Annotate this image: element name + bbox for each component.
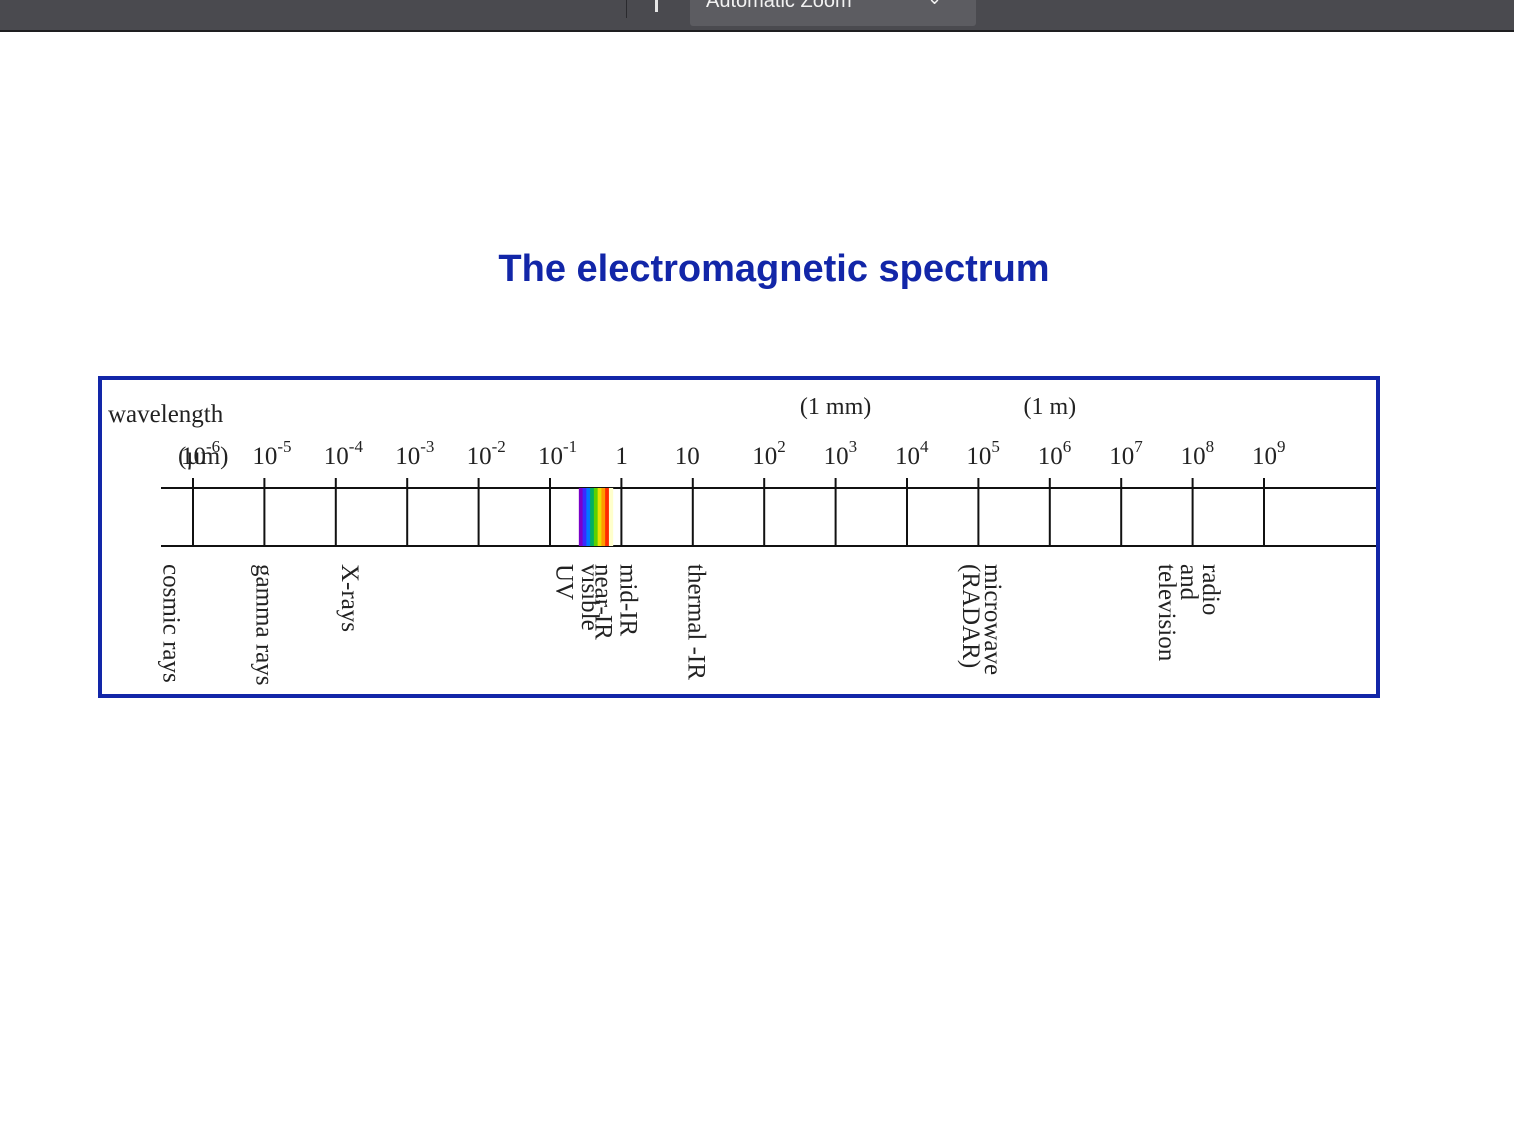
zoom-select[interactable]: Automatic Zoom ⌄ — [690, 0, 976, 26]
tick-label: 107 — [1109, 437, 1143, 470]
toolbar-separator — [626, 0, 627, 18]
region-label: gamma rays — [250, 564, 277, 685]
region-label: microwave — [979, 564, 1006, 675]
region-label: and — [1175, 564, 1202, 601]
tick-label: 109 — [1252, 437, 1286, 470]
visible-band-stripe — [582, 488, 587, 546]
region-label: mid-IR — [615, 564, 642, 637]
visible-band-stripe — [578, 488, 584, 546]
visible-band-stripe — [601, 488, 606, 546]
axis-label: wavelength — [108, 401, 224, 428]
visible-band-stripe — [608, 488, 614, 546]
tick-label: 10 — [675, 443, 700, 470]
tick-label: 10-1 — [538, 437, 577, 470]
visible-band-stripe — [590, 488, 595, 546]
visible-band-stripe — [597, 488, 602, 546]
visible-band-stripe — [605, 488, 610, 546]
tick-label: 106 — [1038, 437, 1072, 470]
tick-label: 10-3 — [395, 437, 434, 470]
tick-label: 103 — [824, 437, 858, 470]
page-title: The electromagnetic spectrum — [498, 248, 1050, 290]
pdf-toolbar: Automatic Zoom ⌄ — [0, 0, 1514, 32]
region-label: television — [1153, 564, 1180, 662]
region-label: cosmic rays — [158, 564, 185, 683]
wavelength-annotation: (1 mm) — [800, 394, 871, 420]
visible-band-stripe — [593, 488, 599, 546]
tick-label: 102 — [752, 437, 786, 470]
tick-label: 10-4 — [324, 437, 364, 470]
spectrum-diagram: wavelength (µm)10-6 10-5 10-4 10-3 10-2 10-1 1 1… — [108, 394, 1376, 685]
toolbar-divider-mark — [655, 0, 658, 12]
region-label: near-IR — [590, 564, 617, 640]
region-label: UV — [550, 564, 577, 600]
region-label: visible — [576, 564, 603, 631]
visible-band-stripe — [586, 488, 591, 546]
tick-label: 10-2 — [467, 437, 506, 470]
tick-label: 108 — [1181, 437, 1215, 470]
region-label: radio — [1197, 564, 1224, 615]
wavelength-annotation: (1 m) — [1023, 394, 1076, 420]
zoom-select-label: Automatic Zoom — [706, 0, 852, 12]
tick-label: 10-5 — [252, 437, 291, 470]
spectrum-figure: wavelength (µm) 10-6 10-5 10-4 10-3 10-2 10-1 1 1… — [98, 376, 1380, 698]
tick-label: 1 — [615, 443, 628, 470]
tick-label: 104 — [895, 437, 929, 470]
region-label: thermal -IR — [682, 564, 709, 680]
region-label: X-rays — [336, 564, 363, 632]
tick-label: 105 — [966, 437, 1000, 470]
tick-label: 10-6 — [181, 437, 220, 470]
chevron-down-icon: ⌄ — [927, 0, 942, 9]
axis-unit: (µm) — [178, 443, 229, 470]
region-label: (RADAR) — [957, 564, 984, 668]
